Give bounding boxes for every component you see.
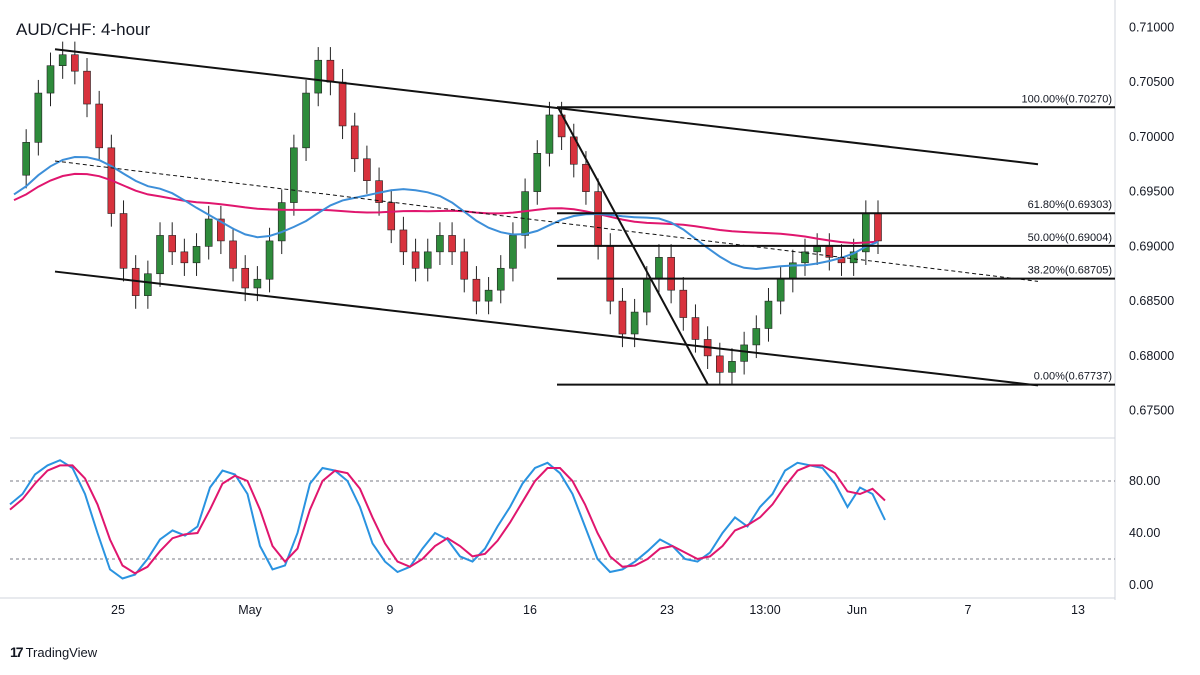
candle-body xyxy=(338,81,347,127)
candle-body xyxy=(423,251,432,269)
candle-body xyxy=(448,235,456,253)
candle-body xyxy=(740,344,748,362)
oscillator-tick-label: 40.00 xyxy=(1129,526,1160,540)
candle-body xyxy=(630,311,639,335)
candle-body xyxy=(314,59,323,94)
candle-body xyxy=(436,235,444,253)
candle-body xyxy=(484,289,493,302)
candle-body xyxy=(22,142,30,176)
channel-lower-line xyxy=(54,270,1039,387)
candle-body xyxy=(642,278,651,313)
candle-body xyxy=(156,235,164,275)
price-tick-label: 0.69500 xyxy=(1129,185,1174,199)
fib-level-label: 0.00%(0.67737) xyxy=(1034,371,1112,383)
chart-root: 0.71000 0.70500 0.70000 0.69500 0.69000 0.685… xyxy=(0,0,1200,640)
candle-body xyxy=(752,328,761,346)
time-tick-label: 13 xyxy=(1071,603,1085,617)
candle-body xyxy=(302,92,310,149)
candle-body xyxy=(411,251,420,269)
time-tick-label: May xyxy=(238,603,262,617)
oscillator-tick-label: 0.00 xyxy=(1129,578,1153,592)
candle-body xyxy=(144,273,152,296)
candle-body xyxy=(618,300,627,335)
moving-average-long xyxy=(13,172,879,245)
candle-body xyxy=(180,251,189,264)
price-tick-label: 0.69000 xyxy=(1129,239,1174,253)
candle-body xyxy=(472,278,481,302)
candle-body xyxy=(776,278,785,302)
time-tick-label: 23 xyxy=(660,603,674,617)
candle-body xyxy=(594,191,602,247)
candle-body xyxy=(849,251,858,264)
candle-body xyxy=(716,355,724,373)
candle-body xyxy=(253,278,262,289)
candle-body xyxy=(168,235,176,253)
fib-level-label: 50.00%(0.69004) xyxy=(1028,232,1112,244)
price-chart[interactable]: 0.71000 0.70500 0.70000 0.69500 0.69000 0.685… xyxy=(0,0,1200,640)
brand-name: TradingView xyxy=(25,644,98,660)
candle-body xyxy=(363,158,371,181)
candle-body xyxy=(509,235,517,269)
fib-level-label: 38.20%(0.68705) xyxy=(1028,265,1112,277)
candle-body xyxy=(229,240,237,269)
candle-body xyxy=(34,92,43,143)
stochastic-k-line xyxy=(9,459,886,580)
candle-body xyxy=(119,213,128,269)
time-tick-label: Jun xyxy=(847,603,867,617)
candle-body xyxy=(71,54,79,72)
candle-body xyxy=(496,267,505,291)
price-tick-label: 0.67500 xyxy=(1129,404,1174,418)
candle-body xyxy=(813,246,821,253)
tradingview-branding: 17 TradingView xyxy=(10,644,97,660)
candle-body xyxy=(679,289,688,318)
candle-body xyxy=(83,70,91,105)
candle-body xyxy=(290,147,298,203)
candle-body xyxy=(387,202,396,231)
candle-body xyxy=(399,229,408,253)
candle-body xyxy=(655,257,663,280)
candle-body xyxy=(95,103,103,149)
time-tick-label: 13:00 xyxy=(749,603,780,617)
candle-body xyxy=(460,251,469,280)
candle-body xyxy=(691,317,700,340)
time-tick-label: 16 xyxy=(523,603,537,617)
candle-body xyxy=(265,240,274,280)
candle-body xyxy=(204,218,213,247)
candle-body xyxy=(545,114,554,154)
candle-body xyxy=(801,251,809,264)
oscillator-tick-label: 80.00 xyxy=(1129,474,1160,488)
candle-body xyxy=(582,163,590,192)
candle-body xyxy=(521,191,529,236)
candle-body xyxy=(192,246,201,264)
candle-body xyxy=(326,59,335,83)
price-tick-label: 0.71000 xyxy=(1129,20,1174,34)
price-tick-label: 0.70500 xyxy=(1129,75,1174,89)
time-tick-label: 9 xyxy=(387,603,394,617)
price-tick-label: 0.70000 xyxy=(1129,130,1174,144)
time-tick-label: 25 xyxy=(111,603,125,617)
stochastic-d-line xyxy=(9,464,886,575)
chart-title: AUD/CHF: 4-hour xyxy=(16,20,151,39)
candle-body xyxy=(874,213,882,242)
candle-body xyxy=(350,125,359,160)
candle-body xyxy=(764,300,773,329)
candle-body xyxy=(728,361,736,373)
time-tick-label: 7 xyxy=(965,603,972,617)
channel-upper-line xyxy=(54,48,1039,166)
candle-body xyxy=(277,202,286,242)
channel-mid-line xyxy=(54,160,1039,282)
tradingview-logo-icon: 17 xyxy=(10,644,24,660)
moving-average-short xyxy=(13,155,879,271)
candle-body xyxy=(667,257,675,291)
candle-body xyxy=(217,218,225,242)
candle-body xyxy=(533,153,542,192)
fib-level-label: 100.00%(0.70270) xyxy=(1021,93,1112,105)
price-tick-label: 0.68500 xyxy=(1129,294,1174,308)
candle-body xyxy=(606,246,615,302)
price-tick-label: 0.68000 xyxy=(1129,349,1174,363)
candle-body xyxy=(241,267,250,289)
candle-body xyxy=(46,65,55,94)
candle-body xyxy=(58,54,67,66)
fib-level-label: 61.80%(0.69303) xyxy=(1028,199,1112,211)
